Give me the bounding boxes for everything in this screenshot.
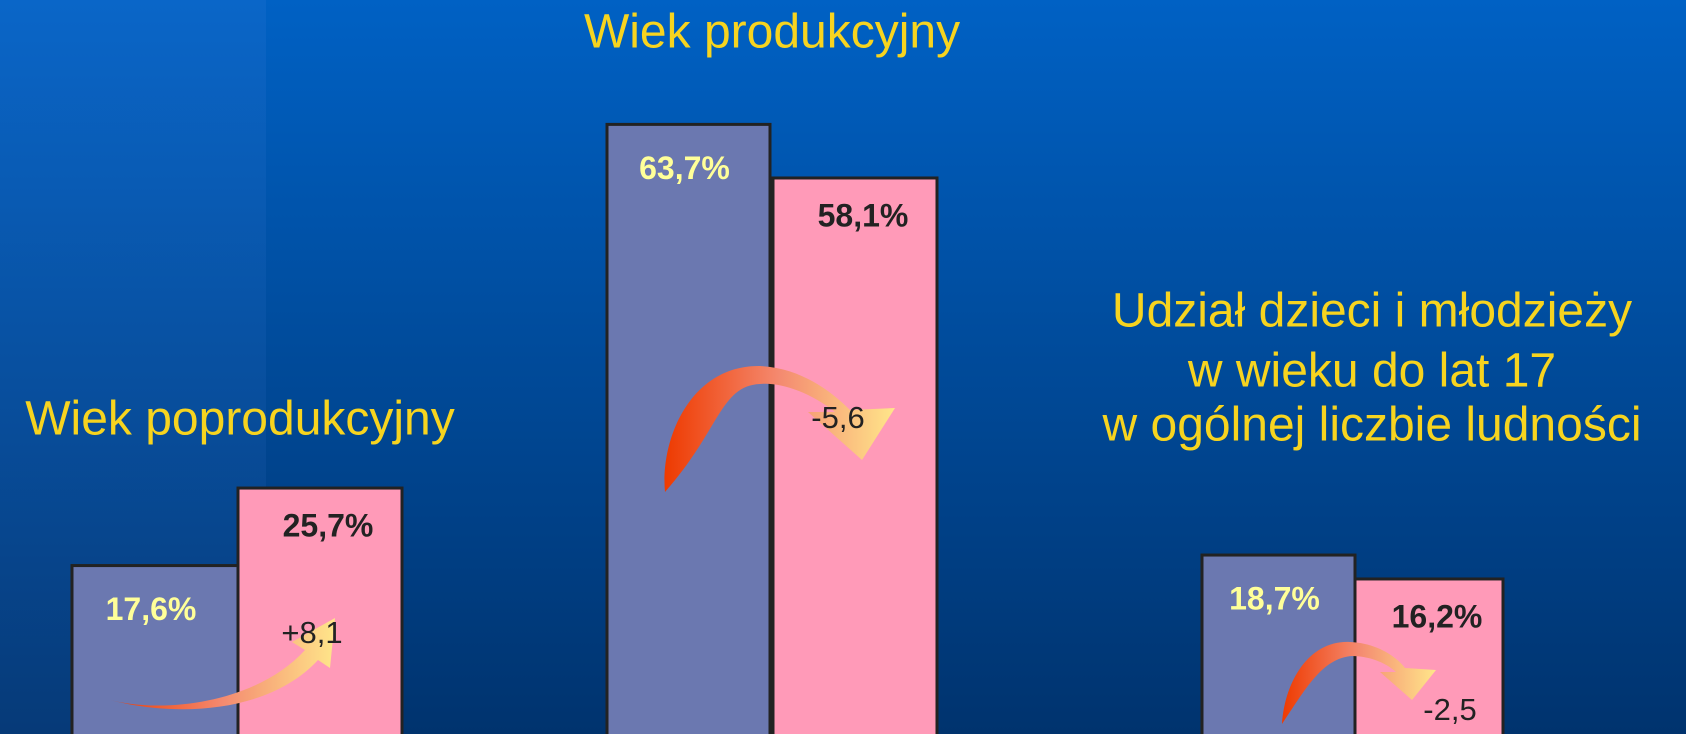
change-label: -2,5 [1423,692,1476,727]
change-arrow [664,365,895,492]
value-label: 25,7% [283,508,374,544]
bar [236,486,404,734]
change-label: -5,6 [811,400,864,435]
group-title: Wiek produkcyjny [584,6,960,59]
value-label: 17,6% [106,591,197,627]
bar [771,176,939,734]
group-title: Wiek poprodukcyjny [25,393,455,446]
value-label: 58,1% [818,197,909,233]
group-title: Udział dzieci i młodzieży [1112,285,1632,338]
change-arrow [1282,641,1436,724]
group-title: w wieku do lat 17 [1187,345,1556,398]
change-arrow [110,618,335,710]
bar [1200,553,1357,734]
change-label: +8,1 [281,615,342,650]
value-label: 16,2% [1392,598,1483,634]
group-title: w ogólnej liczbie ludności [1102,399,1642,452]
value-label: 63,7% [639,150,730,186]
value-label: 18,7% [1229,580,1320,616]
